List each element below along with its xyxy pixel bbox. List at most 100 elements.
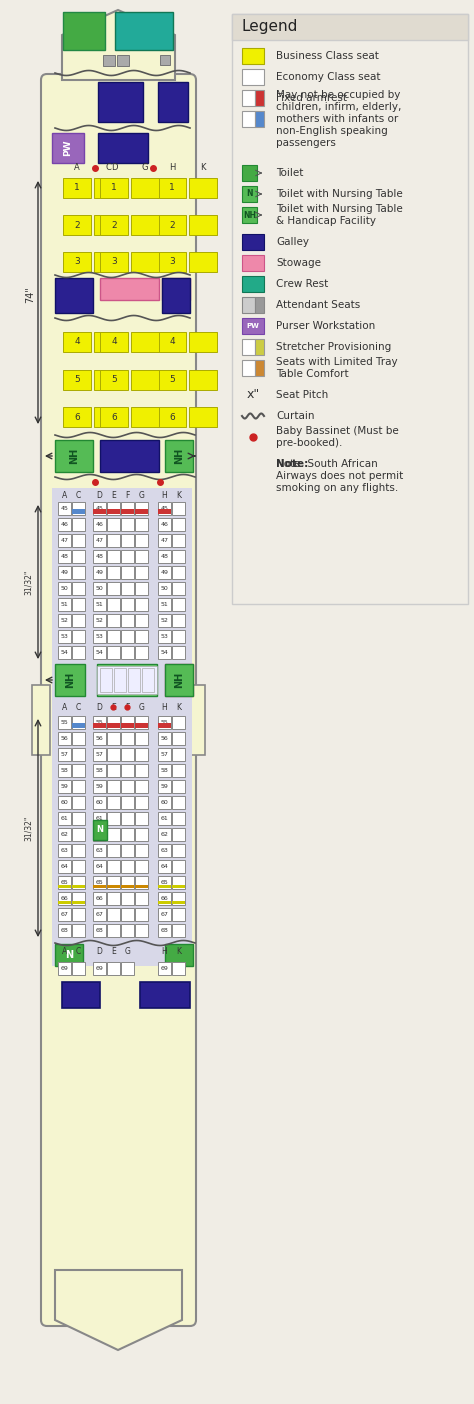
Bar [135, 550, 148, 563]
Bar [172, 901, 185, 904]
Bar [100, 278, 159, 300]
Bar [158, 646, 171, 658]
Bar [94, 215, 122, 234]
Bar [107, 748, 120, 761]
Bar [58, 646, 71, 658]
Text: E: E [111, 703, 116, 712]
Bar [100, 215, 128, 234]
Bar [121, 764, 134, 776]
Bar [172, 534, 185, 548]
Text: 59: 59 [61, 783, 68, 789]
Text: 55: 55 [96, 720, 103, 724]
Bar [103, 55, 115, 66]
Bar [172, 583, 185, 595]
Text: Stretcher Provisioning: Stretcher Provisioning [276, 343, 391, 352]
Bar [93, 908, 106, 921]
Bar [158, 731, 171, 746]
Bar [172, 908, 185, 921]
Bar [242, 277, 264, 292]
Bar [255, 111, 264, 126]
Bar [107, 583, 120, 595]
Bar [242, 317, 264, 334]
Bar [158, 962, 171, 974]
Bar [52, 133, 84, 163]
Bar [189, 407, 217, 427]
Text: 2: 2 [169, 220, 175, 229]
Bar [58, 828, 71, 841]
Bar [135, 892, 148, 906]
Bar [115, 13, 173, 51]
Bar [93, 876, 106, 889]
Bar [58, 781, 71, 793]
Bar [162, 278, 190, 313]
Bar [58, 534, 71, 548]
Bar [93, 812, 106, 826]
Text: NH: NH [65, 673, 75, 688]
Bar [172, 716, 185, 729]
Bar [158, 748, 171, 761]
Bar [93, 534, 106, 548]
Text: K: K [176, 703, 181, 712]
Bar [72, 861, 85, 873]
Bar [117, 55, 129, 66]
Text: 62: 62 [96, 833, 103, 837]
Bar [232, 14, 468, 39]
Bar [107, 892, 120, 906]
Bar [242, 111, 255, 126]
Polygon shape [55, 1271, 182, 1351]
Text: Stowage: Stowage [276, 258, 321, 268]
Text: 56: 56 [161, 736, 168, 741]
Bar [72, 518, 85, 531]
Text: NH: NH [174, 448, 184, 465]
Text: 47: 47 [161, 538, 168, 543]
Bar [162, 278, 190, 300]
Bar [58, 812, 71, 826]
Bar [135, 583, 148, 595]
Text: H: H [169, 163, 175, 173]
Bar [100, 439, 159, 472]
Bar [165, 664, 193, 696]
FancyBboxPatch shape [41, 74, 196, 1325]
Bar [142, 668, 154, 692]
Bar [158, 566, 171, 578]
Bar [100, 251, 128, 272]
Bar [63, 251, 91, 272]
Bar [232, 14, 468, 604]
Bar [158, 550, 171, 563]
Bar [131, 215, 159, 234]
Text: 6: 6 [111, 413, 117, 421]
Bar [107, 908, 120, 921]
Bar [242, 206, 257, 223]
Bar [63, 331, 91, 352]
Bar [58, 583, 71, 595]
Text: Note: South African
Airways does not permit
smoking on any flights.: Note: South African Airways does not per… [276, 459, 403, 493]
Bar [121, 748, 134, 761]
Bar [135, 630, 148, 643]
Bar [242, 166, 257, 181]
Bar [58, 844, 71, 856]
Bar [58, 885, 71, 889]
Text: 62: 62 [161, 833, 168, 837]
Bar [172, 630, 185, 643]
Bar [135, 503, 148, 515]
Text: Seat Pitch: Seat Pitch [276, 390, 328, 400]
Bar [107, 510, 120, 514]
Bar [98, 133, 148, 163]
Text: 3: 3 [111, 257, 117, 267]
Text: A: A [74, 163, 80, 173]
Text: 65: 65 [61, 880, 68, 885]
Bar [72, 885, 85, 889]
Bar [72, 566, 85, 578]
Bar [158, 407, 186, 427]
Text: G: G [138, 490, 145, 500]
Text: F: F [125, 703, 130, 712]
Bar [242, 234, 264, 250]
Bar [72, 503, 85, 515]
Text: Business Class seat: Business Class seat [276, 51, 379, 60]
Text: 58: 58 [96, 768, 103, 774]
Text: 60: 60 [61, 800, 68, 804]
Bar [158, 876, 171, 889]
Bar [158, 716, 171, 729]
Bar [128, 668, 140, 692]
Bar [158, 331, 186, 352]
